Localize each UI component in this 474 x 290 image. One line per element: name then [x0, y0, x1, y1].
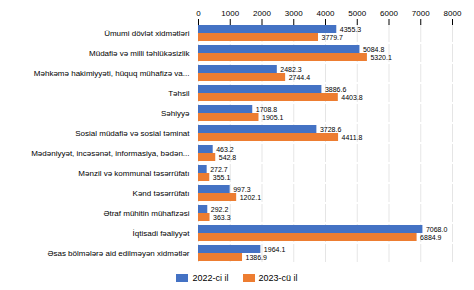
svg-text:5084.8: 5084.8 — [363, 46, 385, 53]
svg-text:3000: 3000 — [285, 9, 303, 18]
svg-text:6884.9: 6884.9 — [420, 234, 442, 241]
svg-text:363.3: 363.3 — [213, 214, 231, 221]
svg-text:272.7: 272.7 — [210, 166, 228, 173]
svg-text:Kənd təsərrüfatı: Kənd təsərrüfatı — [133, 189, 190, 198]
svg-text:Ətraf mühitin mühafizəsi: Ətraf mühitin mühafizəsi — [103, 209, 189, 218]
svg-text:3728.6: 3728.6 — [320, 126, 342, 133]
svg-text:463.2: 463.2 — [216, 146, 234, 153]
svg-text:Mənzil və kommunal təsərrüfatı: Mənzil və kommunal təsərrüfatı — [78, 169, 189, 178]
svg-text:0: 0 — [196, 9, 201, 18]
svg-text:Müdafiə və milli təhlükəsizlik: Müdafiə və milli təhlükəsizlik — [89, 49, 190, 58]
svg-text:Təhsil: Təhsil — [168, 89, 190, 98]
svg-text:1386.9: 1386.9 — [246, 254, 268, 261]
svg-text:Sosial müdafiə və sosial təmin: Sosial müdafiə və sosial təminat — [75, 129, 190, 138]
html-text:2023-cü il: 2023-cü il — [258, 273, 298, 283]
svg-text:1000: 1000 — [221, 9, 239, 18]
svg-text:5320.1: 5320.1 — [370, 54, 392, 61]
svg-text:355.1: 355.1 — [213, 174, 231, 181]
svg-text:4000: 4000 — [317, 9, 335, 18]
svg-text:1708.8: 1708.8 — [256, 106, 278, 113]
svg-text:Mədəniyyət, incəsənət, informa: Mədəniyyət, incəsənət, informasiya, bədə… — [31, 149, 189, 158]
svg-text:4411.8: 4411.8 — [342, 134, 363, 141]
svg-text:2000: 2000 — [253, 9, 271, 18]
svg-text:2744.4: 2744.4 — [289, 74, 311, 81]
svg-text:7068.0: 7068.0 — [426, 226, 448, 233]
svg-text:İqtisadi fəaliyyət: İqtisadi fəaliyyət — [133, 229, 191, 238]
html-text:2022-ci il: 2022-ci il — [192, 273, 229, 283]
svg-text:Məhkəmə hakimiyyəti, hüquq müh: Məhkəmə hakimiyyəti, hüquq mühafizə va..… — [34, 69, 190, 78]
svg-text:Ümumi dövlət xidmətləri: Ümumi dövlət xidmətləri — [104, 29, 190, 38]
svg-text:1202.1: 1202.1 — [240, 194, 262, 201]
svg-text:292.2: 292.2 — [211, 206, 229, 213]
svg-text:3779.7: 3779.7 — [322, 34, 344, 41]
svg-text:7000: 7000 — [412, 9, 430, 18]
svg-text:6000: 6000 — [380, 9, 398, 18]
svg-text:4355.3: 4355.3 — [340, 26, 362, 33]
svg-text:1905.1: 1905.1 — [262, 114, 284, 121]
svg-text:5000: 5000 — [348, 9, 366, 18]
svg-text:Səhiyyə: Səhiyyə — [161, 109, 190, 118]
svg-text:997.3: 997.3 — [233, 186, 251, 193]
svg-text:3886.6: 3886.6 — [325, 86, 347, 93]
svg-text:1964.1: 1964.1 — [264, 246, 286, 253]
svg-text:Əsas bölmələrə aid edilməyən x: Əsas bölmələrə aid edilməyən xidmətlər — [47, 249, 189, 258]
svg-text:8000: 8000 — [444, 9, 462, 18]
svg-text:542.8: 542.8 — [219, 154, 237, 161]
svg-text:4403.8: 4403.8 — [341, 94, 363, 101]
svg-text:2482.3: 2482.3 — [280, 66, 302, 73]
